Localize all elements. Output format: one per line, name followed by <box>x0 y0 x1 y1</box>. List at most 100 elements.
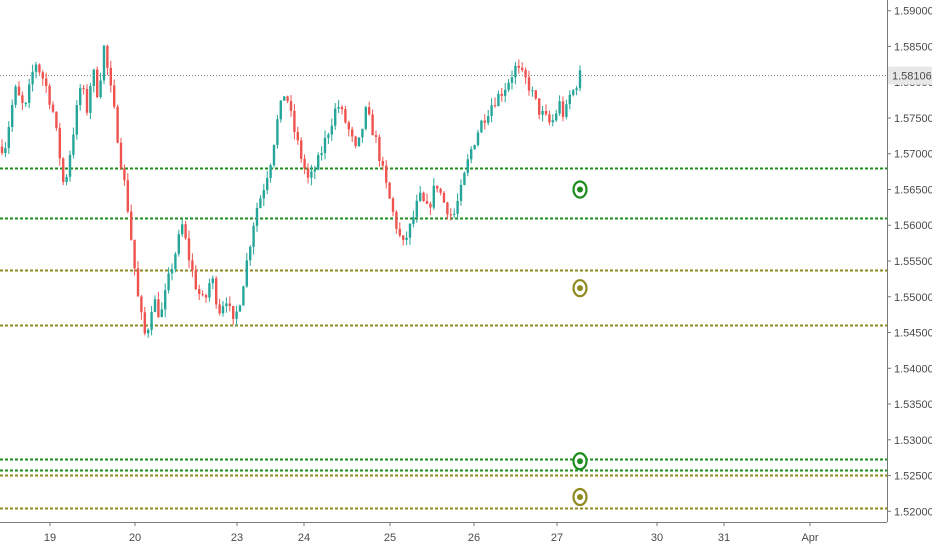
candle-up[interactable] <box>102 45 106 81</box>
candle-down[interactable] <box>21 95 24 103</box>
candle-up[interactable] <box>7 127 10 149</box>
candle-up[interactable] <box>459 184 463 201</box>
candle-up[interactable] <box>283 96 286 101</box>
candle-down[interactable] <box>58 128 61 159</box>
candle-up[interactable] <box>558 101 561 114</box>
candle-down[interactable] <box>521 67 524 70</box>
candle-down[interactable] <box>130 211 133 240</box>
candle-up[interactable] <box>65 176 68 182</box>
candle-up[interactable] <box>551 120 554 123</box>
candle-down[interactable] <box>436 185 439 189</box>
candle-down[interactable] <box>204 294 208 298</box>
candle-up[interactable] <box>504 89 507 96</box>
candle-down[interactable] <box>446 202 449 215</box>
candle-down[interactable] <box>123 168 126 181</box>
candle-up[interactable] <box>150 312 153 330</box>
candle-down[interactable] <box>381 160 384 166</box>
candle-down[interactable] <box>106 45 109 68</box>
candle-up[interactable] <box>337 107 340 109</box>
candle-down[interactable] <box>395 211 398 229</box>
candle-down[interactable] <box>289 101 293 111</box>
candle-up[interactable] <box>68 154 72 177</box>
candle-up[interactable] <box>412 217 415 224</box>
candle-down[interactable] <box>296 131 299 141</box>
candle-up[interactable] <box>272 144 276 166</box>
candle-down[interactable] <box>449 214 452 216</box>
candle-down[interactable] <box>548 114 551 123</box>
candle-down[interactable] <box>41 72 44 79</box>
candle-down[interactable] <box>378 136 381 161</box>
candle-up[interactable] <box>514 65 517 78</box>
candle-up[interactable] <box>225 303 228 307</box>
candle-down[interactable] <box>133 239 136 269</box>
candle-down[interactable] <box>109 67 112 86</box>
candle-up[interactable] <box>11 104 14 128</box>
candle-down[interactable] <box>344 109 347 123</box>
candle-down[interactable] <box>388 182 391 199</box>
candle-up[interactable] <box>160 309 163 318</box>
candle-up[interactable] <box>242 286 245 306</box>
candle-up[interactable] <box>211 278 214 284</box>
candle-up[interactable] <box>75 105 78 135</box>
candle-up[interactable] <box>269 165 272 179</box>
candle-up[interactable] <box>4 148 7 154</box>
candle-down[interactable] <box>136 268 140 297</box>
candle-up[interactable] <box>92 69 95 87</box>
candle-up[interactable] <box>408 223 412 238</box>
candle-up[interactable] <box>170 269 174 274</box>
candle-up[interactable] <box>279 100 282 120</box>
candle-down[interactable] <box>303 158 306 169</box>
candle-down[interactable] <box>374 135 378 137</box>
candle-up[interactable] <box>330 125 333 135</box>
candle-down[interactable] <box>402 235 405 240</box>
candle-down[interactable] <box>55 111 58 129</box>
candle-down[interactable] <box>126 180 129 212</box>
candle-down[interactable] <box>201 294 204 296</box>
candle-down[interactable] <box>300 140 303 159</box>
candle-down[interactable] <box>354 136 357 147</box>
candle-down[interactable] <box>524 69 527 78</box>
candle-down[interactable] <box>442 192 446 203</box>
candle-up[interactable] <box>357 137 361 147</box>
candle-down[interactable] <box>48 85 51 105</box>
candle-up[interactable] <box>174 253 177 270</box>
candle-up[interactable] <box>497 93 500 107</box>
candle-up[interactable] <box>317 155 320 170</box>
candle-up[interactable] <box>323 137 327 154</box>
candle-up[interactable] <box>28 84 31 103</box>
candle-down[interactable] <box>82 88 85 90</box>
candle-down[interactable] <box>483 120 486 123</box>
candle-up[interactable] <box>31 71 34 85</box>
candle-down[interactable] <box>157 299 160 318</box>
candle-up[interactable] <box>507 82 510 90</box>
candle-down[interactable] <box>422 192 425 201</box>
candle-down[interactable] <box>493 105 497 107</box>
candle-up[interactable] <box>235 311 238 319</box>
candle-down[interactable] <box>0 146 4 154</box>
candle-up[interactable] <box>470 149 473 160</box>
candle-up[interactable] <box>327 134 330 138</box>
candle-up[interactable] <box>473 145 476 150</box>
candle-up[interactable] <box>578 70 582 89</box>
candle-up[interactable] <box>565 104 568 117</box>
candle-up[interactable] <box>476 132 480 146</box>
candle-down[interactable] <box>561 101 565 117</box>
candle-down[interactable] <box>51 104 55 112</box>
candle-up[interactable] <box>266 178 269 191</box>
candle-down[interactable] <box>439 188 442 193</box>
candle-up[interactable] <box>419 192 422 201</box>
candle-up[interactable] <box>313 169 316 172</box>
candle-up[interactable] <box>541 110 544 115</box>
candle-down[interactable] <box>391 198 395 212</box>
candle-up[interactable] <box>572 90 575 95</box>
candle-down[interactable] <box>425 200 429 204</box>
candle-up[interactable] <box>99 80 102 98</box>
candle-up[interactable] <box>255 207 259 226</box>
candle-up[interactable] <box>466 159 469 173</box>
candle-down[interactable] <box>62 158 65 182</box>
candle-down[interactable] <box>538 98 541 115</box>
candle-down[interactable] <box>116 106 119 143</box>
candle-up[interactable] <box>245 260 248 287</box>
